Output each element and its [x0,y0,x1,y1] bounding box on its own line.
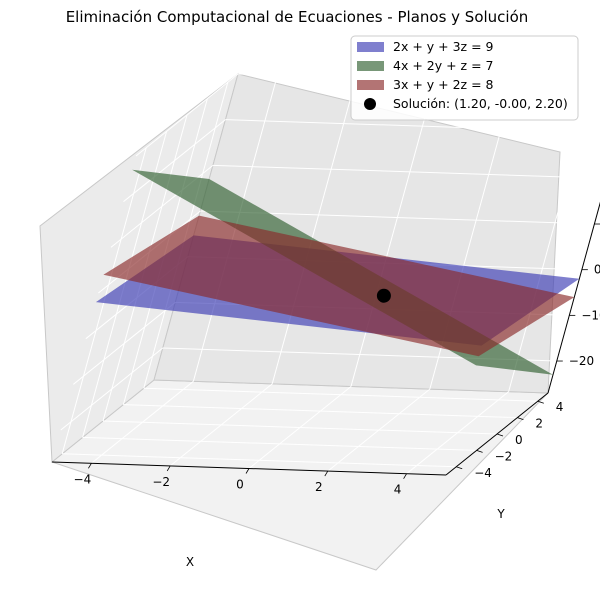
x-tick-mark [88,463,92,469]
left-pane-gridline-z [135,73,239,157]
right-pane-gridline-x [271,77,357,385]
x-axis-label: X [186,555,194,569]
x-tick-mark [403,473,407,479]
y-tick-label: −4 [474,466,492,480]
y-tick-mark [537,400,544,404]
floor-gridline-y [102,420,498,435]
left-pane-gridline-z [123,119,226,203]
x-tick-mark [245,468,250,474]
grid-lines [60,73,600,475]
legend-label: 4x + 2y + z = 7 [393,58,493,73]
floor-gridline-y [123,404,518,419]
left-pane-gridline-z [60,347,164,431]
y-tick-mark [476,450,483,453]
legend-swatch-plane-2 [357,61,384,71]
solution-point-layer [376,288,391,303]
y-tick-mark [517,417,524,420]
z-tick-label: 0 [594,263,600,277]
legend-swatch-plane-1 [357,42,384,52]
x-tick-label: 2 [315,480,323,494]
x-tick-label: 4 [394,483,402,497]
y-tick-label: 0 [515,433,523,447]
x-tick-mark [166,465,171,472]
floor-gridline-y [143,387,538,402]
legend: 2x + y + 3z = 9 4x + 2y + z = 7 3x + y + 2… [350,35,579,121]
chart-title: Eliminación Computacional de Ecuaciones … [66,8,529,26]
legend-marker-solution [364,98,376,110]
x-tick-label: −2 [152,475,170,489]
legend-label: 2x + y + 3z = 9 [393,39,494,54]
y-tick-mark [456,466,463,470]
legend-label: Solución: (1.20, -0.00, 2.20) [393,96,568,111]
y-tick-label: 2 [535,417,543,431]
x-tick-label: 0 [236,478,244,492]
y-tick-label: −2 [495,449,513,463]
right-pane-gridline-z [212,164,600,179]
z-axis-line [547,201,600,394]
plane-3 [103,215,575,357]
x-tick-mark [324,470,329,477]
z-tick-label: −20 [569,354,594,368]
y-axis-label: Y [496,507,505,521]
y-tick-mark [496,433,504,437]
legend-label: 3x + y + 2z = 8 [393,77,494,92]
x-tick-label: −4 [74,472,92,486]
y-tick-label: 4 [556,400,564,414]
solution-point [376,288,391,303]
planes [95,169,580,375]
right-pane-gridline-x [350,80,436,387]
legend-frame [350,35,579,121]
legend-swatch-plane-3 [357,80,384,90]
right-pane-gridline-z [225,119,600,133]
floor-gridline-y [82,436,477,451]
floor-gridline-y [62,453,457,468]
right-pane-gridline-x [508,85,594,392]
z-tick-label: −10 [581,308,600,322]
left-pane-gridline-z [73,301,176,385]
